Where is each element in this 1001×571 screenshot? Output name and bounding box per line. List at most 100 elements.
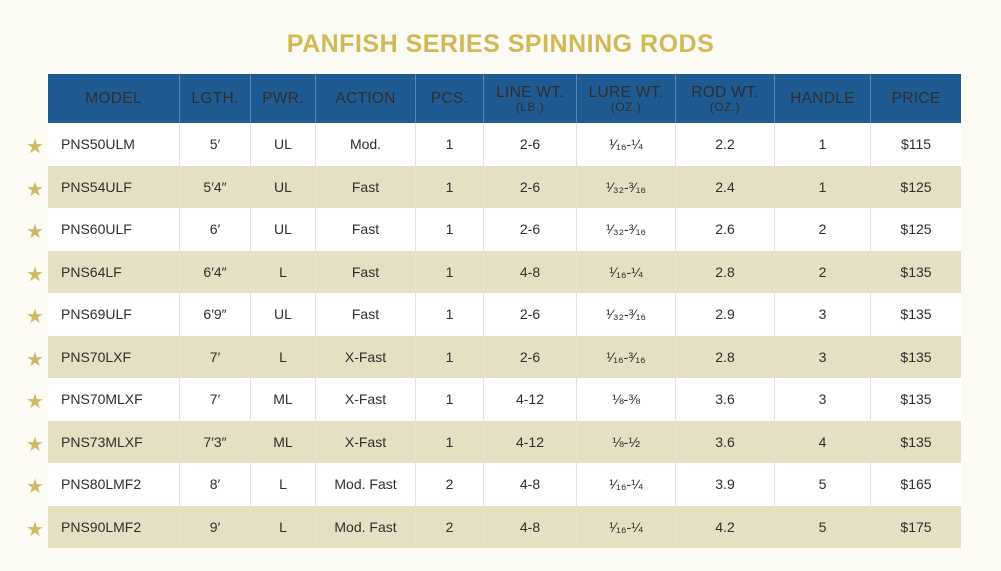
cell-lure-weight: ¹⁄₁₆-¼ bbox=[577, 505, 676, 548]
cell-rod-weight: 3.6 bbox=[676, 378, 775, 421]
header-length: LGTH. bbox=[180, 74, 251, 123]
header-line-weight: LINE WT. (LB.) bbox=[484, 74, 577, 123]
cell-lure-weight: ¹⁄₃₂-³⁄₁₆ bbox=[577, 208, 676, 251]
cell-action: X-Fast bbox=[316, 378, 416, 421]
cell-power: UL bbox=[251, 165, 316, 208]
cell-rod-weight: 2.4 bbox=[676, 165, 775, 208]
cell-action: Mod. Fast bbox=[316, 505, 416, 548]
cell-model: PNS80LMF2 bbox=[48, 463, 180, 506]
star-icon: ★ bbox=[26, 304, 44, 329]
cell-length: 7′ bbox=[180, 378, 251, 421]
cell-action: X-Fast bbox=[316, 335, 416, 378]
table-row: PNS80LMF2 8′ L Mod. Fast 2 4-8 ¹⁄₁₆-¼ 3.9 5 $165 bbox=[48, 463, 961, 506]
cell-line-weight: 4-8 bbox=[484, 505, 577, 548]
cell-power: L bbox=[251, 335, 316, 378]
cell-handle: 1 bbox=[775, 165, 871, 208]
table-row: PNS69ULF 6′9″ UL Fast 1 2-6 ¹⁄₃₂-³⁄₁₆ 2.9 3 $135 bbox=[48, 293, 961, 336]
cell-model: PNS70MLXF bbox=[48, 378, 180, 421]
cell-rod-weight: 2.8 bbox=[676, 335, 775, 378]
star-icon: ★ bbox=[26, 474, 44, 499]
cell-length: 5′4″ bbox=[180, 165, 251, 208]
cell-action: Fast bbox=[316, 165, 416, 208]
cell-line-weight: 2-6 bbox=[484, 165, 577, 208]
header-lure-weight: LURE WT. (OZ.) bbox=[577, 74, 676, 123]
cell-rod-weight: 3.6 bbox=[676, 420, 775, 463]
cell-lure-weight: ⅛-⅜ bbox=[577, 378, 676, 421]
cell-lure-weight: ¹⁄₁₆-³⁄₁₆ bbox=[577, 335, 676, 378]
cell-length: 5′ bbox=[180, 123, 251, 166]
table-row: PNS70MLXF 7′ ML X-Fast 1 4-12 ⅛-⅜ 3.6 3 $135 bbox=[48, 378, 961, 421]
cell-pieces: 1 bbox=[416, 250, 484, 293]
cell-model: PNS69ULF bbox=[48, 293, 180, 336]
cell-pieces: 1 bbox=[416, 208, 484, 251]
cell-handle: 5 bbox=[775, 463, 871, 506]
cell-action: Fast bbox=[316, 293, 416, 336]
cell-model: PNS90LMF2 bbox=[48, 505, 180, 548]
cell-price: $125 bbox=[900, 221, 932, 238]
cell-price: $135 bbox=[900, 306, 932, 323]
cell-action: Mod. Fast bbox=[316, 463, 416, 506]
star-icon: ★ bbox=[26, 176, 44, 201]
cell-pieces: 2 bbox=[416, 463, 484, 506]
cell-length: 7′ bbox=[180, 335, 251, 378]
cell-pieces: 1 bbox=[416, 335, 484, 378]
cell-length: 9′ bbox=[180, 505, 251, 548]
header-price: PRICE bbox=[891, 90, 941, 107]
cell-handle: 3 bbox=[775, 335, 871, 378]
cell-model: PNS70LXF bbox=[48, 335, 180, 378]
cell-lure-weight: ¹⁄₃₂-³⁄₁₆ bbox=[577, 293, 676, 336]
table-row: PNS90LMF2 9′ L Mod. Fast 2 4-8 ¹⁄₁₆-¼ 4.2 5 $175 bbox=[48, 505, 961, 548]
star-icon: ★ bbox=[26, 261, 44, 286]
cell-price: $135 bbox=[900, 348, 932, 365]
table-row: PNS64LF 6′4″ L Fast 1 4-8 ¹⁄₁₆-¼ 2.8 2 $135 bbox=[48, 250, 961, 293]
page-title: PANFISH SERIES SPINNING RODS bbox=[286, 30, 715, 58]
table-row: PNS54ULF 5′4″ UL Fast 1 2-6 ¹⁄₃₂-³⁄₁₆ 2.4 1 $125 bbox=[48, 165, 961, 208]
star-icon: ★ bbox=[26, 134, 44, 159]
cell-line-weight: 4-8 bbox=[484, 250, 577, 293]
table-row: PNS70LXF 7′ L X-Fast 1 2-6 ¹⁄₁₆-³⁄₁₆ 2.8 3 $135 bbox=[48, 335, 961, 378]
star-icon: ★ bbox=[26, 219, 44, 244]
cell-length: 7′3″ bbox=[180, 420, 251, 463]
header-action: ACTION bbox=[316, 74, 416, 123]
cell-model: PNS73MLXF bbox=[48, 420, 180, 463]
cell-pieces: 1 bbox=[416, 378, 484, 421]
cell-handle: 5 bbox=[775, 505, 871, 548]
cell-price: $165 bbox=[900, 476, 932, 493]
cell-action: Fast bbox=[316, 250, 416, 293]
table-header: MODEL LGTH. PWR. ACTION PCS. LINE WT. (LB… bbox=[48, 74, 961, 123]
cell-model: PNS64LF bbox=[48, 250, 180, 293]
cell-model: PNS60ULF bbox=[48, 208, 180, 251]
star-icon: ★ bbox=[26, 389, 44, 414]
cell-rod-weight: 2.9 bbox=[676, 293, 775, 336]
cell-handle: 3 bbox=[775, 293, 871, 336]
cell-price: $135 bbox=[900, 433, 932, 450]
cell-power: UL bbox=[251, 123, 316, 166]
cell-pieces: 1 bbox=[416, 293, 484, 336]
star-icon: ★ bbox=[26, 346, 44, 371]
header-power: PWR. bbox=[251, 74, 316, 123]
cell-handle: 2 bbox=[775, 208, 871, 251]
cell-length: 6′4″ bbox=[180, 250, 251, 293]
cell-pieces: 2 bbox=[416, 505, 484, 548]
cell-line-weight: 2-6 bbox=[484, 335, 577, 378]
cell-pieces: 1 bbox=[416, 420, 484, 463]
cell-power: ML bbox=[251, 378, 316, 421]
star-icon: ★ bbox=[26, 516, 44, 541]
cell-lure-weight: ⅛-½ bbox=[577, 420, 676, 463]
header-rod-weight: ROD WT. (OZ.) bbox=[676, 74, 775, 123]
cell-model: PNS54ULF bbox=[48, 165, 180, 208]
table-row: PNS60ULF 6′ UL Fast 1 2-6 ¹⁄₃₂-³⁄₁₆ 2.6 2 $125 bbox=[48, 208, 961, 251]
header-pieces: PCS. bbox=[416, 74, 484, 123]
cell-handle: 2 bbox=[775, 250, 871, 293]
cell-action: X-Fast bbox=[316, 420, 416, 463]
rods-table: MODEL LGTH. PWR. ACTION PCS. LINE WT. (LB… bbox=[48, 74, 961, 548]
cell-power: L bbox=[251, 505, 316, 548]
cell-model: PNS50ULM bbox=[48, 123, 180, 166]
table-body: PNS50ULM 5′ UL Mod. 1 2-6 ¹⁄₁₆-¼ 2.2 1 $115 PNS54U… bbox=[48, 123, 961, 548]
cell-line-weight: 4-12 bbox=[484, 378, 577, 421]
cell-handle: 1 bbox=[775, 123, 871, 166]
cell-power: UL bbox=[251, 293, 316, 336]
table-row: PNS50ULM 5′ UL Mod. 1 2-6 ¹⁄₁₆-¼ 2.2 1 $115 bbox=[48, 123, 961, 166]
cell-price: $115 bbox=[900, 136, 932, 153]
cell-pieces: 1 bbox=[416, 165, 484, 208]
